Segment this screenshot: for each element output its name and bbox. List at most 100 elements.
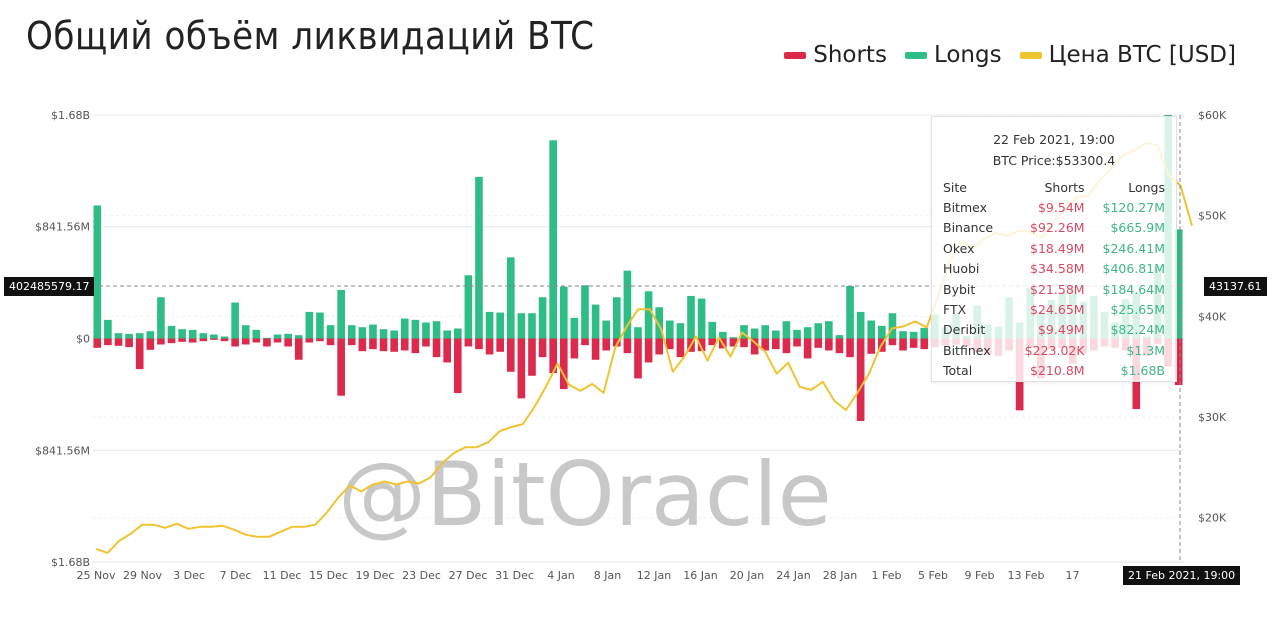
legend-label-longs: Longs [933,42,1002,68]
short-bar [549,338,558,374]
tooltip-site: Bitfinex [943,342,991,358]
long-bar [835,335,844,339]
tooltip-longs-value: $1.3M [1126,342,1165,358]
short-bar [453,338,462,394]
tooltip-site: Huobi [943,261,980,277]
long-bar [591,304,600,339]
long-bar [220,336,229,339]
long-bar [453,328,462,339]
short-bar [803,338,812,359]
long-bar [294,335,303,339]
y2-tick-label: $60K [1198,109,1227,122]
tooltip-longs-value: $82.24M [1110,322,1165,338]
long-bar [231,302,239,339]
x-tick-label: 3 Dec [173,569,205,582]
legend-item-price[interactable]: Цена BTC [USD] [1019,42,1236,68]
long-bar [199,333,208,339]
long-bar [273,334,282,339]
long-bar [326,325,335,339]
tooltip-longs-value: $120.27M [1102,200,1165,216]
tooltip-site: Bitmex [943,200,987,216]
legend-label-shorts: Shorts [813,42,887,68]
short-bar [294,338,303,360]
watermark-text: @BitOracle [338,443,832,546]
crosshair-y2-label: 43137.61 [1204,277,1267,296]
long-bar [729,337,738,339]
short-bar [729,338,738,347]
long-bar [305,311,314,339]
x-tick-label: 8 Jan [594,569,621,582]
long-bar [1174,229,1183,339]
long-bar [825,321,833,339]
long-bar [188,329,197,339]
short-bar [358,338,367,352]
long-bar [782,321,791,339]
long-bar [93,205,102,339]
short-bar [188,338,197,343]
x-tick-label: 12 Jan [637,569,671,582]
tooltip-row: Binance $92.26M $665.9M [943,218,1165,238]
long-bar [241,325,250,339]
long-bar [369,324,377,339]
long-bar [570,317,579,339]
short-bar [581,338,589,346]
short-bar [422,338,430,347]
long-bar [665,320,674,339]
legend-item-longs[interactable]: Longs [904,42,1002,68]
tooltip-longs-value: $246.41M [1102,240,1165,256]
long-bar [623,270,632,339]
short-bar [146,338,155,350]
chart-legend: Shorts Longs Цена BTC [USD] [784,42,1236,68]
x-tick-label: 29 Nov [123,569,162,582]
tooltip-header-shorts: Shorts [1044,179,1085,195]
long-bar [135,333,144,339]
tooltip-shorts-value: $18.49M [1030,240,1085,256]
short-bar [231,338,239,347]
long-bar [718,331,727,339]
tooltip-row: Total $210.8M $1.68B [943,361,1165,381]
x-tick-label: 11 Dec [263,569,302,582]
short-bar [846,338,854,358]
x-tick-label: 9 Feb [965,569,995,582]
short-bar [369,338,377,350]
crosshair-x-label: 21 Feb 2021, 19:00 [1123,566,1241,585]
legend-swatch-price [1019,51,1042,59]
long-bar [167,325,176,339]
long-bar [464,275,473,339]
x-tick-label: 13 Feb [1008,569,1045,582]
long-bar [581,285,589,339]
long-bar [846,285,854,339]
short-bar [326,338,335,346]
long-bar [867,320,876,339]
long-bar [411,319,420,339]
short-bar [899,338,907,351]
short-bar [337,338,345,396]
short-bar [697,338,706,352]
short-bar [475,338,483,350]
short-bar [814,338,823,348]
x-tick-label: 17 [1066,569,1080,582]
long-bar [538,297,547,339]
tooltip-row: Bitmex $9.54M $120.27M [943,197,1165,217]
short-bar [432,338,441,358]
short-bar [135,338,144,370]
short-bar [390,338,398,352]
y-tick-label: $1.68B [51,109,90,122]
short-bar [316,338,324,342]
short-bar [772,338,780,350]
long-bar [400,318,409,339]
legend-swatch-shorts [784,51,807,59]
long-bar [687,295,695,339]
legend-item-shorts[interactable]: Shorts [784,42,887,68]
y2-tick-label: $40K [1198,310,1227,323]
long-bar [252,329,261,339]
long-bar [856,311,865,339]
long-bar [485,311,494,339]
long-bar [146,331,155,339]
tooltip-shorts-value: $24.65M [1030,302,1085,318]
short-bar [167,338,176,344]
legend-label-price: Цена BTC [USD] [1048,42,1236,68]
short-bar [888,338,897,346]
long-bar [284,333,292,339]
